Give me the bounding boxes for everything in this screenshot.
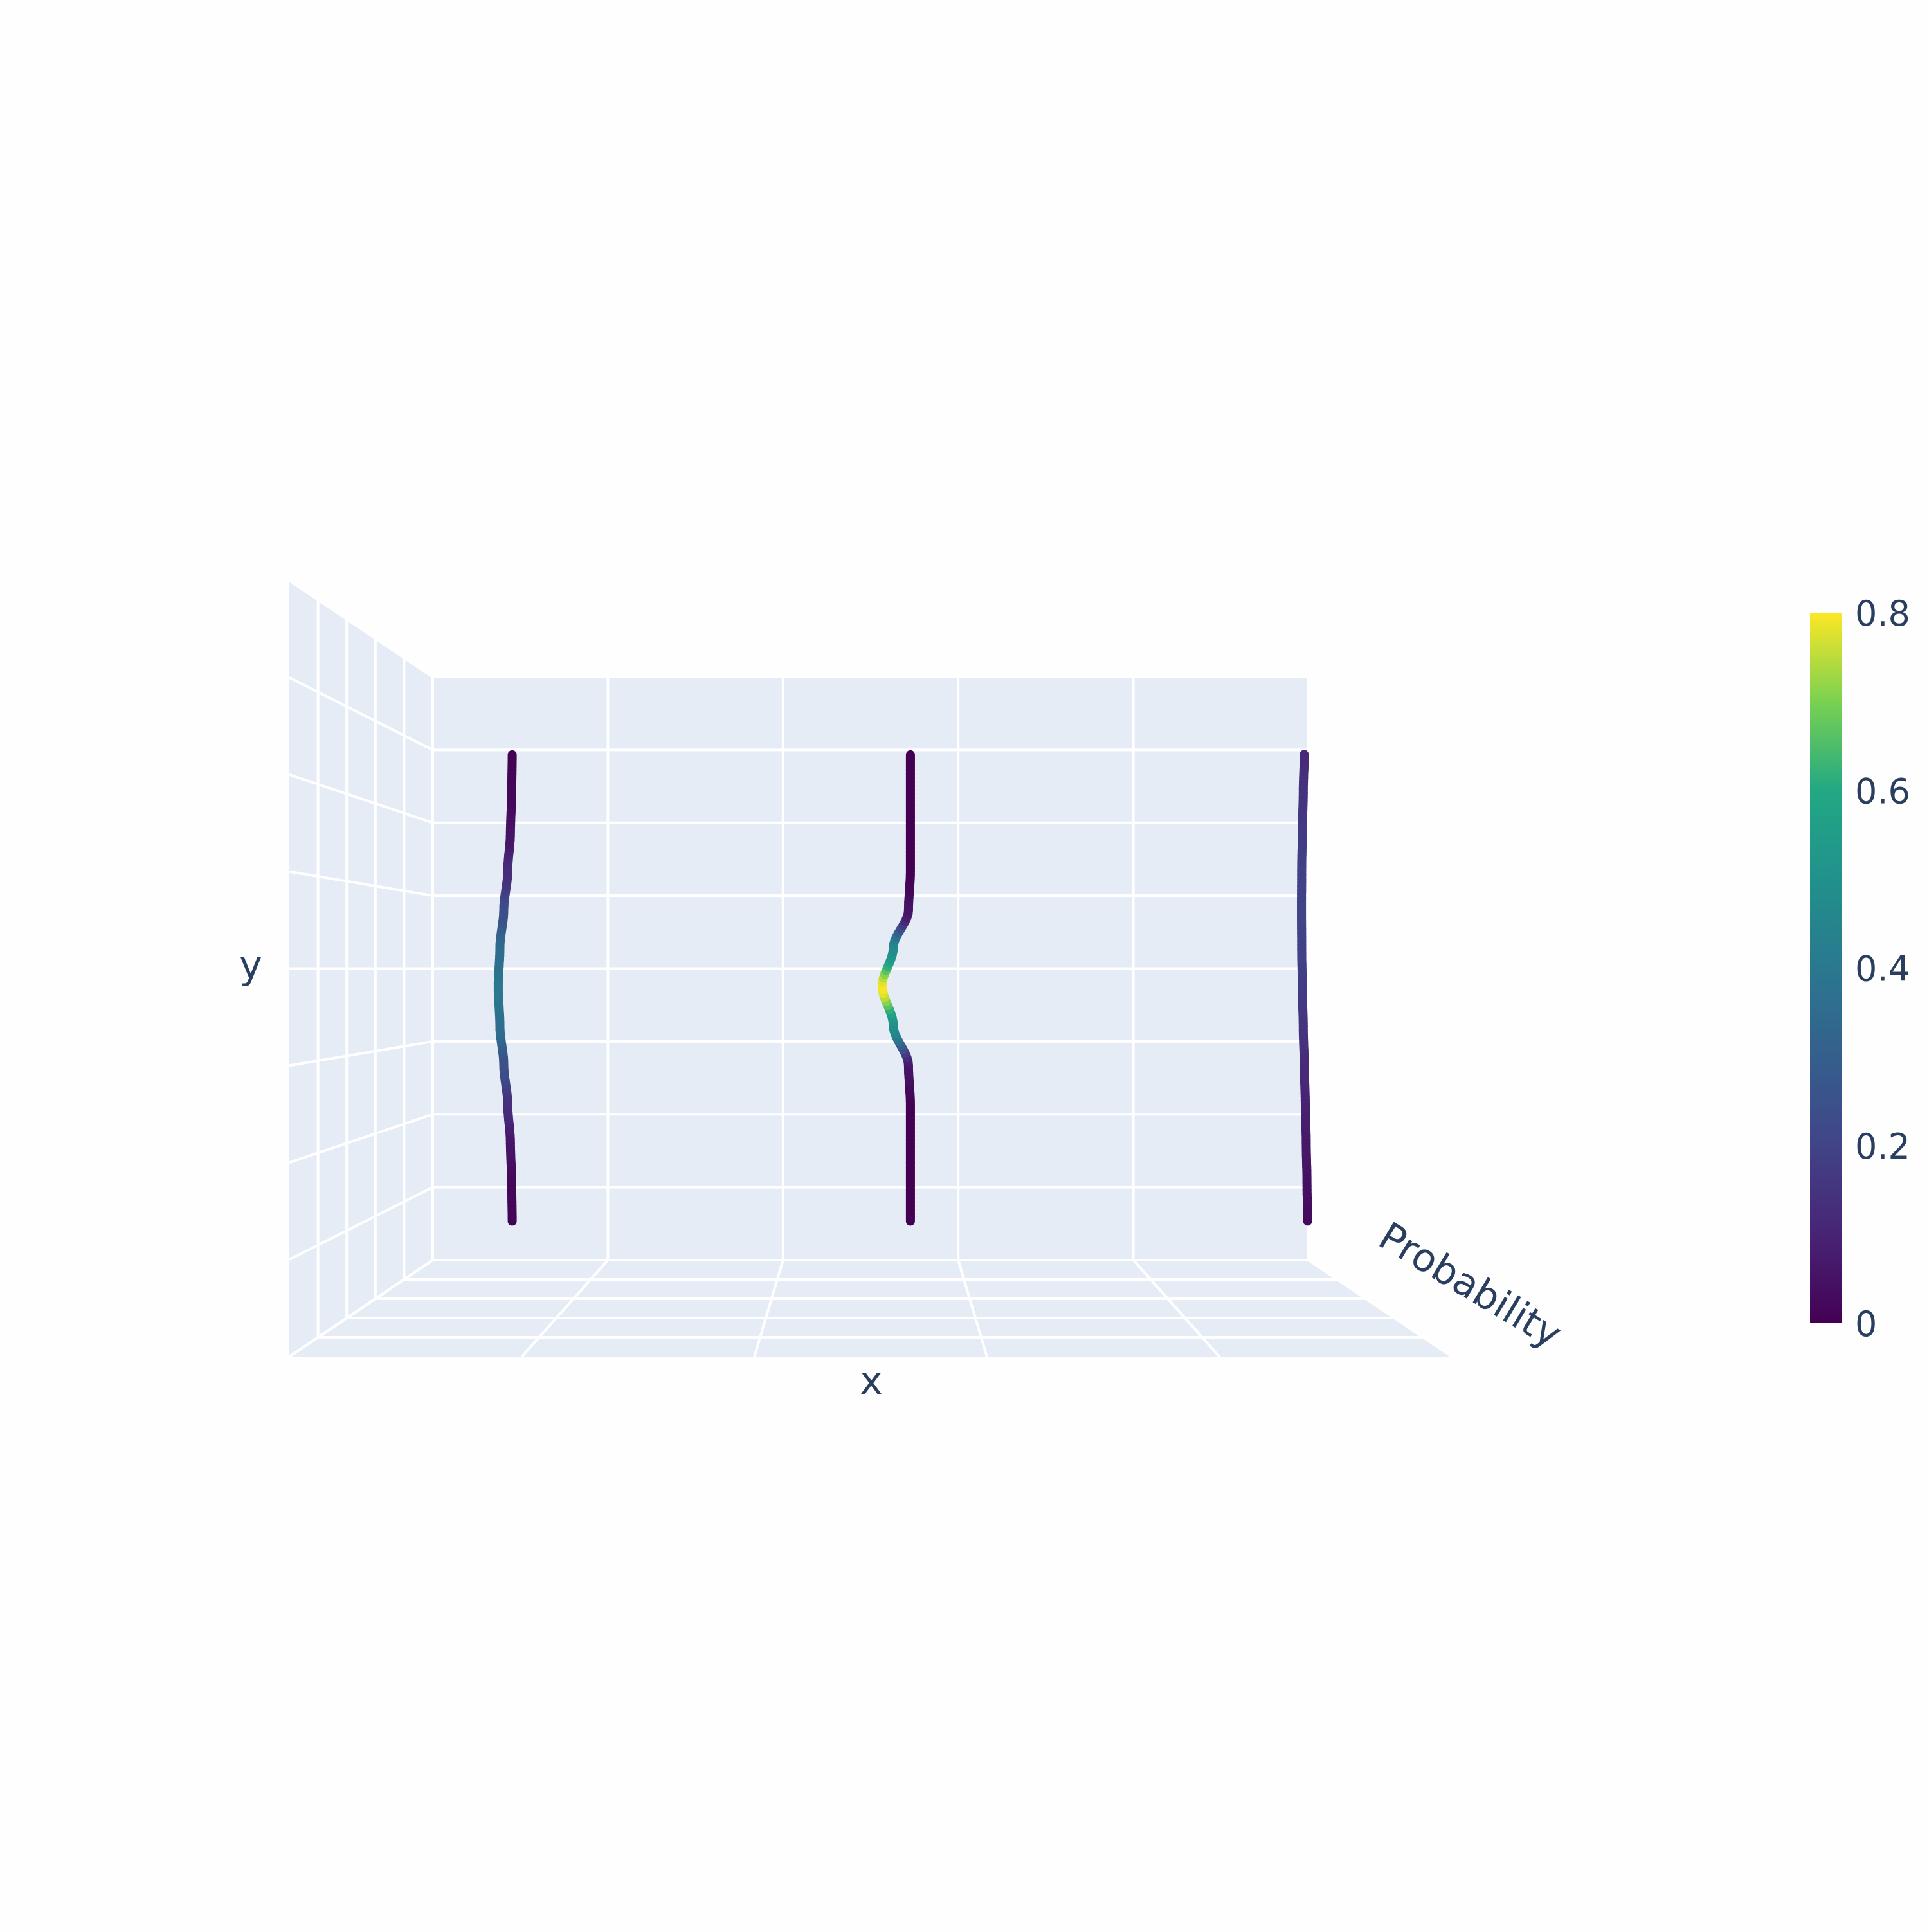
floor-plane (289, 1260, 1452, 1357)
series-line (1301, 754, 1308, 1221)
colorbar-tick-label: 0.4 (1855, 949, 1910, 989)
colorbar-tick-label: 0.2 (1855, 1126, 1910, 1167)
colorbar-tick-label: 0.6 (1855, 771, 1910, 811)
colorbar-tick-label: 0.8 (1855, 593, 1910, 634)
axis-label-x: x (860, 1359, 883, 1404)
axis-label-y: y (239, 943, 262, 988)
colorbar-tick-label: 0 (1855, 1304, 1877, 1344)
colorbar (1810, 613, 1842, 1323)
colorbar-ticks: 0 0.2 0.4 0.6 0.8 (1855, 593, 1910, 1344)
